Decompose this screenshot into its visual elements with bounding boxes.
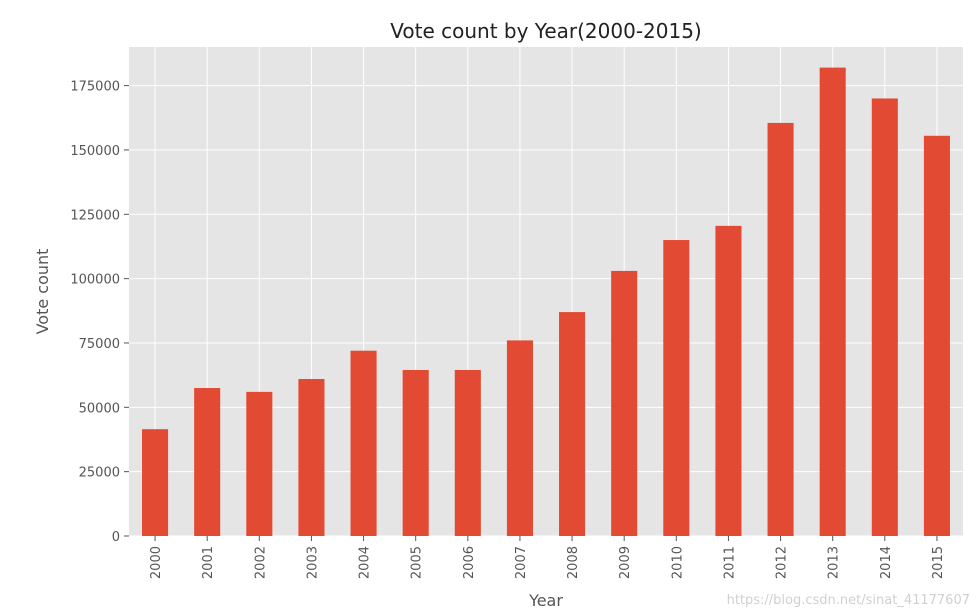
bar-2004 [350,350,377,536]
y-tick-label: 100000 [70,273,120,288]
bar-2012 [767,122,794,537]
x-tick-label: 2010 [670,546,685,579]
bar-2010 [663,240,690,537]
bar-2007 [506,340,533,536]
x-tick-label: 2013 [827,546,842,579]
y-tick-label: 25000 [79,466,120,481]
x-tick-label: 2014 [879,546,894,579]
x-tick-label: 2007 [514,546,529,579]
bar-2015 [923,135,950,536]
bar-2005 [402,369,429,536]
x-tick-label: 2003 [305,546,320,579]
x-tick-label: 2002 [253,546,268,579]
y-tick-label: 150000 [70,144,120,159]
x-tick-label: 2012 [775,546,790,579]
chart-title: Vote count by Year(2000-2015) [390,19,702,43]
x-tick-label: 2011 [722,546,737,579]
x-tick-label: 2009 [618,546,633,579]
bar-2003 [298,379,325,536]
x-tick-label: 2008 [566,546,581,579]
y-axis-label: Vote count [33,249,52,335]
y-axis-ticks: 0 25000 50000 75000 100000 125000 150000 175000 [70,80,129,545]
x-tick-label: 2006 [462,546,477,579]
bar-2009 [611,270,638,536]
bar-2008 [559,312,586,536]
watermark-text: https://blog.csdn.net/sinat_41177607 [727,593,970,608]
x-tick-label: 2000 [149,546,164,579]
x-tick-label: 2005 [410,546,425,579]
bar-2014 [871,98,898,536]
y-tick-label: 175000 [70,80,120,95]
bar-2002 [246,391,273,536]
x-tick-label: 2015 [931,546,946,579]
x-tick-label: 2004 [358,546,373,579]
bar-2011 [715,225,742,537]
bar-2006 [454,369,481,536]
bar-2000 [142,429,169,536]
y-tick-label: 0 [112,530,120,545]
x-axis-label: Year [528,591,563,610]
y-tick-label: 125000 [70,208,120,223]
x-axis-ticks: 2000 2001 2002 2003 2004 2005 2006 2007 2008 2009… [149,536,946,579]
y-tick-label: 50000 [79,401,120,416]
bars-group [142,67,950,537]
y-tick-label: 75000 [79,337,120,352]
x-tick-label: 2001 [201,546,216,579]
bar-2013 [819,67,846,536]
bar-2001 [194,388,221,536]
